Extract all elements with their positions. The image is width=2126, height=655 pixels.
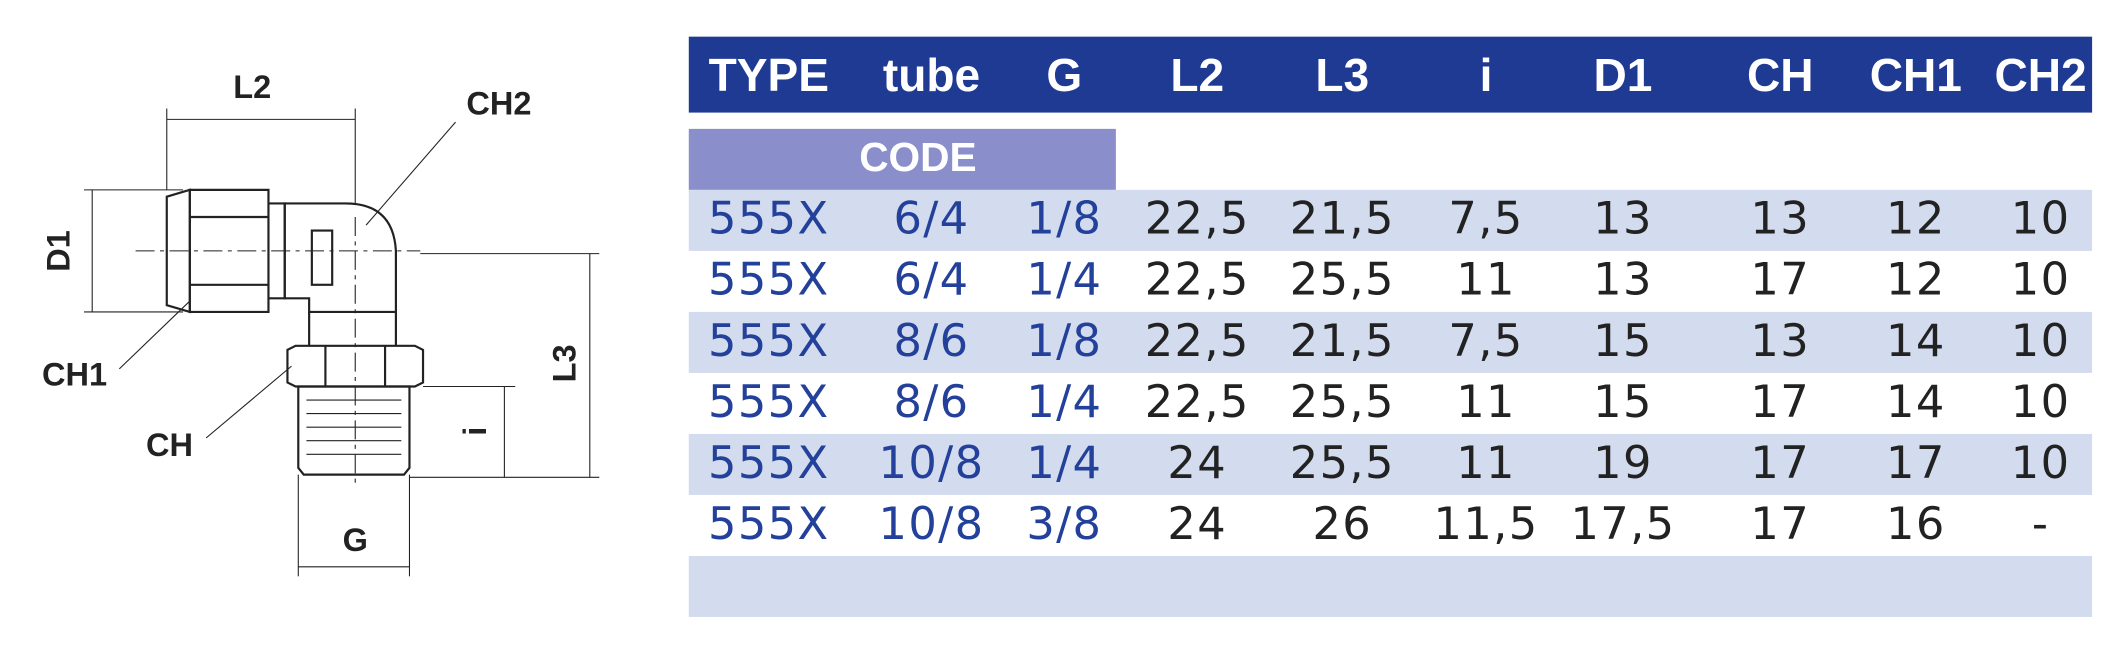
column-header: L2	[1170, 49, 1224, 101]
table-cell: 3/8	[1026, 497, 1102, 550]
table-cell: 8/6	[893, 314, 969, 367]
column-header: L3	[1315, 49, 1369, 101]
header-bar	[688, 36, 2093, 113]
table-cell: 22,5	[1145, 192, 1250, 245]
table-cell: 6/4	[893, 253, 969, 306]
dimension-label: CH1	[42, 357, 107, 393]
table-cell: 1/8	[1026, 314, 1102, 367]
column-header: tube	[883, 49, 980, 101]
code-label: CODE	[859, 134, 976, 180]
table-cell: 14	[1886, 375, 1946, 428]
table-cell: 13	[1593, 192, 1653, 245]
table-cell: 13	[1750, 192, 1810, 245]
table-cell: 22,5	[1145, 253, 1250, 306]
column-header: G	[1046, 49, 1082, 101]
dimension-label: L2	[233, 69, 271, 105]
column-header: CH	[1747, 49, 1814, 101]
table-cell: 25,5	[1290, 253, 1395, 306]
column-header: CH2	[1994, 49, 2086, 101]
table-cell: 1/4	[1026, 436, 1102, 489]
table-cell: 555X	[708, 375, 829, 428]
table-cell: 555X	[708, 436, 829, 489]
table-cell: 15	[1593, 314, 1653, 367]
table-cell: 555X	[708, 253, 829, 306]
dimension-label: i	[457, 427, 493, 436]
table-cell: 22,5	[1145, 314, 1250, 367]
table-cell: 11,5	[1434, 497, 1539, 550]
table-cell: 8/6	[893, 375, 969, 428]
table-cell: 22,5	[1145, 375, 1250, 428]
table-cell: 25,5	[1290, 375, 1395, 428]
code-cell	[688, 128, 1116, 190]
dimension-label: G	[343, 522, 368, 558]
table-cell: 6/4	[893, 192, 969, 245]
dimension-label: D1	[41, 230, 77, 272]
table-cell: 17	[1750, 497, 1810, 550]
table-cell: 555X	[708, 192, 829, 245]
table-cell: -	[2032, 497, 2050, 550]
table-cell: 17	[1750, 253, 1810, 306]
row-band	[688, 555, 2093, 617]
dimension-label: CH	[146, 427, 193, 463]
row-band	[688, 433, 2093, 495]
table-cell: 24	[1167, 436, 1227, 489]
table-cell: 17	[1886, 436, 1946, 489]
table-cell: 17	[1750, 436, 1810, 489]
table-cell: 7,5	[1448, 192, 1523, 245]
column-header: TYPE	[709, 49, 829, 101]
table-cell: 10	[2011, 436, 2071, 489]
column-header: i	[1480, 49, 1493, 101]
table-cell: 21,5	[1290, 314, 1395, 367]
table-cell: 15	[1593, 375, 1653, 428]
table-cell: 10	[2011, 314, 2071, 367]
table-cell: 14	[1886, 314, 1946, 367]
table-cell: 17,5	[1570, 497, 1675, 550]
table-cell: 555X	[708, 314, 829, 367]
fitting-diagram: L2 CH2 D1 L3 i G CH1 C	[41, 69, 600, 577]
row-band	[688, 311, 2093, 373]
table-cell: 25,5	[1290, 436, 1395, 489]
table-cell: 12	[1886, 253, 1946, 306]
table-cell: 10	[2011, 253, 2071, 306]
table-cell: 13	[1593, 253, 1653, 306]
table-cell: 11	[1456, 436, 1516, 489]
table-cell: 24	[1167, 497, 1227, 550]
column-header: CH1	[1870, 49, 1962, 101]
table-cell: 1/4	[1026, 253, 1102, 306]
column-header: D1	[1594, 49, 1653, 101]
table-cell: 555X	[708, 497, 829, 550]
table-cell: 11	[1456, 375, 1516, 428]
table-cell: 7,5	[1448, 314, 1523, 367]
table-cell: 16	[1886, 497, 1946, 550]
table-cell: 1/4	[1026, 375, 1102, 428]
dimension-label: CH2	[466, 85, 531, 121]
table-cell: 10/8	[879, 436, 985, 489]
table-cell: 21,5	[1290, 192, 1395, 245]
table-cell: 13	[1750, 314, 1810, 367]
dimension-table: TYPE tube G L2 L3 i D1 CH CH1 CH2 CODE 555X 6/4 1/8 22…	[688, 36, 2093, 617]
table-cell: 12	[1886, 192, 1946, 245]
row-band	[688, 189, 2093, 251]
table-cell: 10	[2011, 375, 2071, 428]
dimension-label: L3	[546, 344, 582, 382]
table-cell: 10	[2011, 192, 2071, 245]
table-cell: 10/8	[879, 497, 985, 550]
table-cell: 26	[1312, 497, 1372, 550]
table-cell: 17	[1750, 375, 1810, 428]
table-cell: 1/8	[1026, 192, 1102, 245]
table-cell: 11	[1456, 253, 1516, 306]
table-cell: 19	[1593, 436, 1653, 489]
